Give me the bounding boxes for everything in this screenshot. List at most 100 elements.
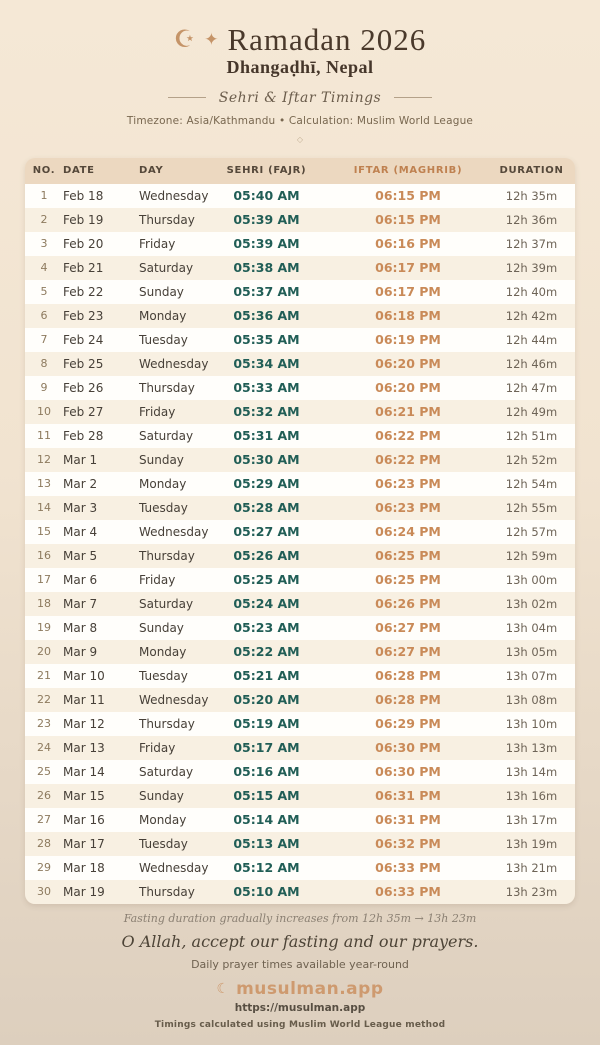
cell-no: 23 <box>37 717 51 731</box>
four-point-star-icon: ✦ <box>204 29 219 50</box>
section-heading-label: Sehri & Iftar Timings <box>218 89 382 106</box>
cell-no: 27 <box>37 813 51 827</box>
cell-day: Wednesday <box>139 524 209 539</box>
cell-sehri: 05:26 AM <box>233 548 300 564</box>
table-row: 1 Feb 18 Wednesday 05:40 AM 06:15 PM 12h 35m <box>25 183 575 208</box>
cell-duration: 12h 44m <box>505 332 558 347</box>
cell-duration: 13h 13m <box>505 740 558 755</box>
table-row: 4 Feb 21 Saturday 05:38 AM 06:17 PM 12h 39m <box>25 255 575 280</box>
table-row: 2 Feb 19 Thursday 05:39 AM 06:15 PM 12h 36m <box>25 207 575 232</box>
cell-duration: 13h 14m <box>505 764 558 779</box>
cell-day: Saturday <box>139 764 194 779</box>
brand: ☾ musulman.app <box>0 979 600 999</box>
cell-date: Feb 18 <box>63 188 104 203</box>
cell-date: Mar 9 <box>63 644 98 659</box>
cell-day: Thursday <box>139 548 195 563</box>
cell-iftar: 06:33 PM <box>375 884 441 900</box>
cell-duration: 13h 21m <box>505 860 558 875</box>
cell-sehri: 05:25 AM <box>233 572 300 588</box>
cell-day: Wednesday <box>139 692 209 707</box>
cell-day: Sunday <box>139 284 184 299</box>
table-row: 7 Feb 24 Tuesday 05:35 AM 06:19 PM 12h 44m <box>25 327 575 352</box>
table-row: 10 Feb 27 Friday 05:32 AM 06:21 PM 12h 49m <box>25 399 575 424</box>
cell-duration: 12h 57m <box>505 524 558 539</box>
cell-no: 4 <box>40 261 48 275</box>
cell-sehri: 05:15 AM <box>233 788 300 804</box>
cell-duration: 12h 49m <box>505 404 558 419</box>
cell-iftar: 06:29 PM <box>375 716 441 732</box>
cell-iftar: 06:22 PM <box>375 428 441 444</box>
location-subtitle: Dhangaḍhī, Nepal <box>226 56 374 77</box>
table-row: 8 Feb 25 Wednesday 05:34 AM 06:20 PM 12h 46m <box>25 351 575 376</box>
cell-no: 9 <box>40 381 48 395</box>
col-header-date: DATE <box>63 157 139 184</box>
cell-sehri: 05:10 AM <box>233 884 300 900</box>
cell-date: Mar 2 <box>63 476 98 491</box>
cell-duration: 13h 17m <box>505 812 558 827</box>
col-header-sehri: SEHRI (FAJR) <box>205 157 328 184</box>
cell-sehri: 05:19 AM <box>233 716 300 732</box>
cell-sehri: 05:24 AM <box>233 596 300 612</box>
cell-no: 26 <box>37 789 51 803</box>
brand-name: musulman.app <box>236 978 384 999</box>
timetable-header: NO. DATE DAY SEHRI (FAJR) IFTAR (MAGHRIB… <box>25 157 575 184</box>
cell-iftar: 06:30 PM <box>375 764 441 780</box>
cell-day: Monday <box>139 644 187 659</box>
cell-date: Feb 23 <box>63 308 104 323</box>
cell-iftar: 06:22 PM <box>375 452 441 468</box>
cell-date: Feb 20 <box>63 236 104 251</box>
cell-duration: 13h 10m <box>505 716 558 731</box>
cell-duration: 13h 05m <box>505 644 558 659</box>
cell-date: Mar 3 <box>63 500 98 515</box>
cell-date: Mar 8 <box>63 620 98 635</box>
timetable: NO. DATE DAY SEHRI (FAJR) IFTAR (MAGHRIB… <box>25 157 575 904</box>
table-row: 22 Mar 11 Wednesday 05:20 AM 06:28 PM 13h 08m <box>25 687 575 712</box>
brand-url[interactable]: https://musulman.app <box>234 1001 366 1014</box>
cell-no: 17 <box>37 573 51 587</box>
cell-day: Tuesday <box>139 836 188 851</box>
cell-iftar: 06:27 PM <box>375 644 441 660</box>
calculation-method-note: Timings calculated using Muslim World Le… <box>154 1019 446 1030</box>
table-row: 13 Mar 2 Monday 05:29 AM 06:23 PM 12h 54m <box>25 471 575 496</box>
cell-date: Feb 26 <box>63 380 104 395</box>
table-row: 20 Mar 9 Monday 05:22 AM 06:27 PM 13h 05m <box>25 639 575 664</box>
availability-note: Daily prayer times available year-round <box>191 957 409 971</box>
cell-no: 24 <box>37 741 51 755</box>
cell-date: Mar 5 <box>63 548 98 563</box>
cell-date: Feb 22 <box>63 284 104 299</box>
header-row: NO. DATE DAY SEHRI (FAJR) IFTAR (MAGHRIB… <box>25 157 575 184</box>
table-row: 27 Mar 16 Monday 05:14 AM 06:31 PM 13h 17m <box>25 807 575 832</box>
cell-day: Monday <box>139 308 187 323</box>
cell-sehri: 05:35 AM <box>233 332 300 348</box>
cell-no: 30 <box>37 885 51 899</box>
cell-sehri: 05:22 AM <box>233 644 300 660</box>
cell-day: Tuesday <box>139 668 188 683</box>
cell-day: Saturday <box>139 260 194 275</box>
cell-no: 11 <box>37 429 51 443</box>
cell-sehri: 05:30 AM <box>233 452 300 468</box>
decorative-line-left <box>167 97 206 99</box>
cell-duration: 12h 36m <box>505 212 558 227</box>
cell-duration: 12h 52m <box>505 452 558 467</box>
table-row: 18 Mar 7 Saturday 05:24 AM 06:26 PM 13h 02m <box>25 591 575 616</box>
cell-sehri: 05:29 AM <box>233 476 300 492</box>
cell-no: 1 <box>40 189 48 203</box>
cell-sehri: 05:28 AM <box>233 500 300 516</box>
cell-date: Mar 11 <box>63 692 105 707</box>
cell-no: 3 <box>40 237 48 251</box>
cell-no: 5 <box>40 285 48 299</box>
cell-iftar: 06:28 PM <box>375 692 441 708</box>
cell-sehri: 05:32 AM <box>233 404 300 420</box>
table-row: 29 Mar 18 Wednesday 05:12 AM 06:33 PM 13h 21m <box>25 855 575 880</box>
table-row: 17 Mar 6 Friday 05:25 AM 06:25 PM 13h 00m <box>25 567 575 592</box>
cell-day: Friday <box>139 572 176 587</box>
cell-day: Sunday <box>139 620 184 635</box>
crescent-icon: ☾ <box>216 980 230 997</box>
timetable-body: 1 Feb 18 Wednesday 05:40 AM 06:15 PM 12h 35m 2… <box>25 183 575 904</box>
cell-sehri: 05:13 AM <box>233 836 300 852</box>
cell-sehri: 05:36 AM <box>233 308 300 324</box>
cell-sehri: 05:17 AM <box>233 740 300 756</box>
cell-day: Wednesday <box>139 188 209 203</box>
cell-iftar: 06:24 PM <box>375 524 441 540</box>
table-row: 6 Feb 23 Monday 05:36 AM 06:18 PM 12h 42m <box>25 303 575 328</box>
